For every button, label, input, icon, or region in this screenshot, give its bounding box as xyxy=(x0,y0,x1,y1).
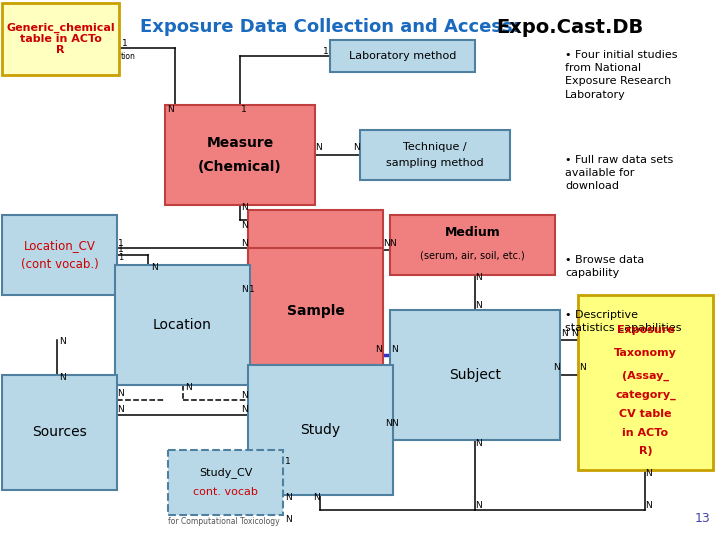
Text: • Browse data
capability: • Browse data capability xyxy=(565,255,644,278)
Text: Location_CV: Location_CV xyxy=(24,239,96,252)
Text: N: N xyxy=(240,239,248,247)
Text: Generic_chemical: Generic_chemical xyxy=(6,23,114,33)
Text: Location: Location xyxy=(153,318,212,332)
Text: Expo.Cast.DB: Expo.Cast.DB xyxy=(496,18,643,37)
Text: N: N xyxy=(242,286,248,294)
Text: N: N xyxy=(152,264,158,273)
Text: 1: 1 xyxy=(122,39,128,49)
Text: • Four initial studies
from National
Exposure Research
Laboratory: • Four initial studies from National Exp… xyxy=(565,50,678,99)
Text: category_: category_ xyxy=(615,390,676,400)
Text: N: N xyxy=(284,516,292,524)
Text: Taxonomy: Taxonomy xyxy=(614,348,677,357)
Text: N: N xyxy=(384,420,392,429)
Text: Sample: Sample xyxy=(287,303,344,318)
Text: N: N xyxy=(389,240,395,248)
Bar xyxy=(2,215,117,295)
Bar xyxy=(248,210,383,365)
Text: (Assay_: (Assay_ xyxy=(622,370,669,381)
Text: N: N xyxy=(242,390,248,400)
Text: N: N xyxy=(117,389,125,399)
Text: N: N xyxy=(392,420,398,429)
Bar xyxy=(248,365,393,495)
Text: N: N xyxy=(374,345,382,354)
Text: 1: 1 xyxy=(118,246,124,254)
Text: N: N xyxy=(553,363,559,373)
Text: • Full raw data sets
available for
download: • Full raw data sets available for downl… xyxy=(565,155,673,191)
Text: N: N xyxy=(240,404,248,414)
Text: N: N xyxy=(579,363,585,373)
Bar xyxy=(2,375,117,490)
Text: Measure: Measure xyxy=(207,136,274,150)
Text: Subject: Subject xyxy=(449,368,501,382)
Text: N: N xyxy=(571,329,577,339)
Bar xyxy=(390,310,560,440)
Text: N: N xyxy=(240,204,248,213)
Text: N: N xyxy=(58,374,66,382)
Text: R: R xyxy=(56,45,65,55)
Text: N: N xyxy=(476,438,482,448)
Bar xyxy=(578,295,713,470)
Text: 1: 1 xyxy=(285,457,291,467)
Text: table in ACTo: table in ACTo xyxy=(19,34,102,44)
Bar xyxy=(360,130,510,180)
Text: N: N xyxy=(312,492,320,502)
Text: tion: tion xyxy=(121,52,136,61)
Text: N: N xyxy=(644,469,652,477)
Text: in ACTo: in ACTo xyxy=(622,428,669,438)
Text: • Descriptive
statistics capabilities: • Descriptive statistics capabilities xyxy=(565,310,682,333)
Text: N: N xyxy=(391,345,397,354)
Text: N: N xyxy=(561,329,567,339)
Text: R): R) xyxy=(639,446,652,456)
Text: N: N xyxy=(58,338,66,347)
Text: N: N xyxy=(644,501,652,510)
Text: 1: 1 xyxy=(118,253,124,262)
Bar xyxy=(115,265,250,385)
Text: N: N xyxy=(240,220,248,230)
Bar xyxy=(165,105,315,205)
Bar xyxy=(390,215,555,275)
Text: N: N xyxy=(476,301,482,310)
Text: 1: 1 xyxy=(323,48,329,57)
Text: N: N xyxy=(476,501,482,510)
Text: 13: 13 xyxy=(694,512,710,525)
Text: sampling method: sampling method xyxy=(386,158,484,167)
Text: (cont vocab.): (cont vocab.) xyxy=(21,258,99,271)
Text: Exposure Data Collection and Access:: Exposure Data Collection and Access: xyxy=(140,18,532,36)
Text: N: N xyxy=(117,404,125,414)
Text: Medium: Medium xyxy=(445,226,500,240)
Text: N: N xyxy=(284,494,292,503)
Text: Sources: Sources xyxy=(32,426,87,440)
Text: cont. vocab: cont. vocab xyxy=(193,487,258,497)
Bar xyxy=(330,40,475,72)
Bar xyxy=(2,3,119,75)
Text: 1: 1 xyxy=(249,286,255,294)
Text: for Computational Toxicology: for Computational Toxicology xyxy=(168,517,279,526)
Text: Technique /: Technique / xyxy=(403,143,467,152)
Bar xyxy=(168,450,283,515)
Text: 1: 1 xyxy=(118,239,124,247)
Text: (serum, air, soil, etc.): (serum, air, soil, etc.) xyxy=(420,251,525,261)
Text: N: N xyxy=(353,144,359,152)
Text: Laboratory method: Laboratory method xyxy=(348,51,456,61)
Text: N: N xyxy=(315,144,323,152)
Text: Exposure: Exposure xyxy=(616,325,675,335)
Text: (Chemical): (Chemical) xyxy=(198,160,282,174)
Text: N: N xyxy=(184,383,192,393)
Text: N: N xyxy=(382,240,390,248)
Text: N: N xyxy=(166,105,174,114)
Text: 1: 1 xyxy=(241,105,247,114)
Text: Study: Study xyxy=(300,423,341,437)
Text: Study_CV: Study_CV xyxy=(199,467,252,478)
Text: N: N xyxy=(476,273,482,282)
Text: CV table: CV table xyxy=(619,409,672,419)
